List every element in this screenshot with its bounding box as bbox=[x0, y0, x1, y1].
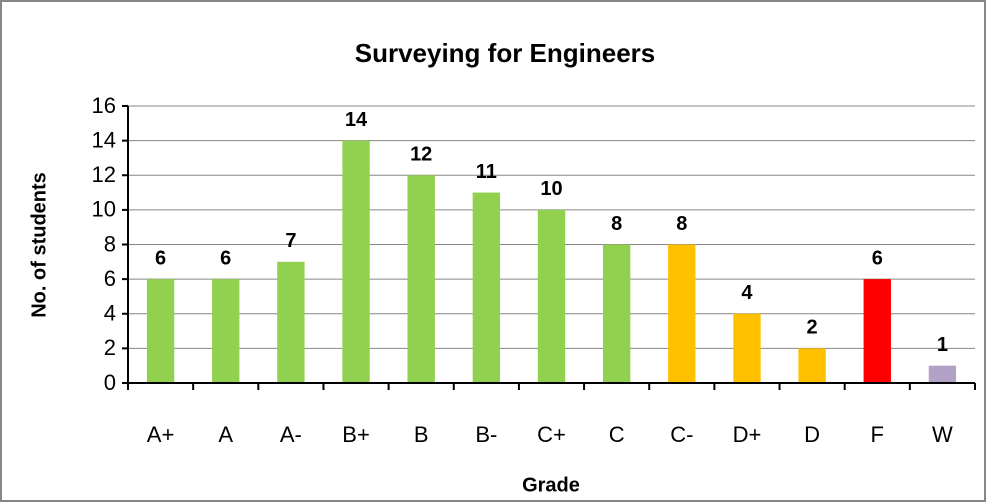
data-label: 10 bbox=[540, 178, 562, 200]
bar bbox=[212, 279, 240, 383]
y-tick-label: 8 bbox=[104, 231, 116, 256]
x-tick-label: W bbox=[932, 422, 953, 447]
data-label: 8 bbox=[676, 213, 687, 235]
y-axis-label: No. of students bbox=[28, 172, 50, 318]
x-tick-label: B bbox=[414, 422, 429, 447]
bar bbox=[407, 175, 435, 383]
data-label: 4 bbox=[741, 282, 753, 304]
data-label: 14 bbox=[345, 109, 368, 131]
bar bbox=[472, 192, 501, 383]
y-tick-label: 12 bbox=[92, 162, 116, 187]
y-tick-label: 14 bbox=[92, 127, 116, 152]
data-label: 6 bbox=[220, 247, 231, 269]
x-tick-label: A- bbox=[280, 422, 302, 447]
data-label: 1 bbox=[937, 334, 948, 356]
bar bbox=[537, 209, 566, 383]
x-tick-label: C bbox=[609, 422, 625, 447]
x-tick-label: A bbox=[218, 422, 233, 447]
y-tick-label: 10 bbox=[92, 197, 116, 222]
data-label: 6 bbox=[155, 247, 166, 269]
bar bbox=[602, 244, 631, 383]
x-tick-label: C+ bbox=[537, 422, 566, 447]
x-tick-label: D bbox=[804, 422, 820, 447]
x-tick-label: C- bbox=[670, 422, 693, 447]
bar bbox=[798, 348, 826, 383]
y-tick-label: 4 bbox=[104, 301, 116, 326]
x-tick-label: F bbox=[871, 422, 884, 447]
y-tick-label: 6 bbox=[104, 266, 116, 291]
bar bbox=[342, 140, 370, 383]
x-axis-label: Grade bbox=[522, 474, 580, 496]
y-tick-label: 2 bbox=[104, 335, 116, 360]
data-label: 8 bbox=[611, 213, 622, 235]
x-tick-label: B+ bbox=[342, 422, 370, 447]
y-tick-label: 0 bbox=[104, 370, 116, 395]
bar bbox=[733, 313, 761, 383]
bar bbox=[928, 365, 957, 383]
data-label: 11 bbox=[476, 161, 497, 183]
chart-title: Surveying for Engineers bbox=[355, 38, 656, 68]
x-tick-label: A+ bbox=[147, 422, 175, 447]
data-label: 12 bbox=[410, 144, 432, 166]
bar bbox=[277, 261, 305, 383]
x-tick-label: B- bbox=[475, 422, 497, 447]
bar bbox=[146, 279, 175, 383]
x-tick-label: D+ bbox=[733, 422, 762, 447]
bar bbox=[863, 279, 891, 383]
y-tick-label: 16 bbox=[92, 93, 116, 118]
data-label: 2 bbox=[807, 317, 818, 339]
data-label: 6 bbox=[872, 247, 883, 269]
bar bbox=[668, 244, 696, 383]
data-label: 7 bbox=[285, 230, 296, 252]
